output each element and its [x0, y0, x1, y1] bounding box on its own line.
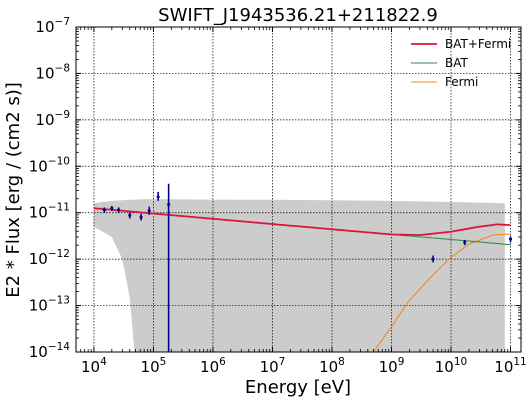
y-tick-label: 10−8 [35, 62, 70, 82]
y-tick-label: 10−12 [29, 248, 70, 268]
y-tick-label: 10−9 [35, 109, 70, 129]
x-axis: 104 105 106 107 108 109 1010 1011 [75, 27, 527, 376]
x-tick-label: 1010 [435, 356, 467, 376]
y-tick-label: 10−7 [35, 16, 70, 36]
y-axis-title: E2 * Flux [erg / (cm2 s)] [3, 82, 24, 298]
legend-label: BAT+Fermi [445, 37, 511, 51]
chart-title: SWIFT_J1943536.21+211822.9 [158, 5, 438, 26]
plot-frame [75, 26, 522, 353]
x-tick-label: 109 [379, 356, 405, 376]
y-tick-label: 10−14 [29, 341, 71, 361]
x-tick-label: 108 [319, 356, 345, 376]
series-line-bat-fermi [93, 207, 511, 237]
y-axis: 10−14 10−13 10−12 10−11 10−10 10−9 10−8 10−7 [29, 16, 521, 361]
x-axis-title: Energy [eV] [245, 377, 351, 398]
x-tick-label: 105 [141, 356, 167, 376]
x-tick-label: 106 [200, 356, 226, 376]
y-tick-label: 10−10 [29, 155, 70, 175]
y-tick-label: 10−11 [29, 202, 70, 222]
y-tick-label: 10−13 [29, 295, 70, 315]
series-line-fermi [373, 233, 511, 353]
confidence-band [93, 199, 505, 352]
x-tick-label: 104 [81, 356, 107, 376]
legend-label: Fermi [445, 75, 478, 89]
plot-area [76, 26, 521, 353]
legend: BAT+Fermi BAT Fermi [411, 37, 511, 89]
legend-label: BAT [445, 56, 469, 70]
x-tick-label: 1011 [494, 356, 526, 376]
x-tick-label: 107 [260, 356, 286, 376]
